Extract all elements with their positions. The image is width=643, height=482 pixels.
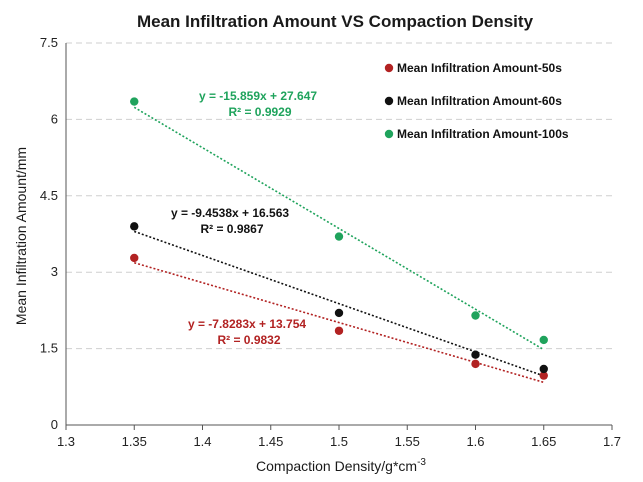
- legend-label-series-3: Mean Infiltration Amount-100s: [397, 127, 569, 141]
- y-tick-label: 4.5: [40, 188, 58, 203]
- data-point-series-1: [471, 359, 480, 369]
- x-tick-label: 1.7: [603, 434, 621, 449]
- data-point-series-1: [539, 371, 548, 380]
- data-point-series-3: [130, 97, 139, 106]
- y-tick-label: 1.5: [40, 341, 58, 356]
- data-point-series-3: [539, 335, 548, 345]
- data-point-series-2: [539, 364, 548, 374]
- trendlines: [133, 106, 545, 384]
- y-tick-label: 3: [51, 264, 58, 279]
- trendline-series-1: [134, 261, 544, 384]
- y-tick-label: 0: [51, 417, 58, 432]
- y-axis-label: Mean Infiltration Amount/mm: [13, 147, 29, 325]
- data-point-series-2: [334, 308, 344, 318]
- trend-r2-series-1: R² = 0.9832: [217, 333, 280, 347]
- x-tick-label: 1.6: [466, 434, 484, 449]
- data-point-series-2: [130, 222, 139, 231]
- x-tick-label: 1.65: [531, 434, 556, 449]
- x-tick-label: 1.5: [330, 434, 348, 449]
- data-point-series-2: [471, 350, 480, 359]
- x-tick-label: 1.4: [193, 434, 211, 449]
- chart-title: Mean Infiltration Amount VS Compaction D…: [137, 12, 534, 31]
- x-axis-label-main: Compaction Density/g*cm: [256, 458, 417, 474]
- trend-equation-series-3: y = -15.859x + 27.647: [199, 89, 317, 103]
- x-tick-label: 1.35: [122, 434, 147, 449]
- y-tick-label: 7.5: [40, 35, 58, 50]
- x-axis-label-superscript: -3: [417, 457, 426, 468]
- legend-label-series-2: Mean Infiltration Amount-60s: [397, 94, 562, 108]
- trendline-series-2: [133, 230, 545, 377]
- trend-equation-series-2: y = -9.4538x + 16.563: [171, 206, 289, 220]
- data-point-series-3: [334, 232, 344, 241]
- legend-marker-series-3: [384, 129, 394, 139]
- trend-r2-series-3: R² = 0.9929: [228, 105, 291, 119]
- trend-equation-series-1: y = -7.8283x + 13.754: [188, 317, 306, 331]
- legend-marker-series-2: [384, 96, 394, 106]
- trend-r2-series-2: R² = 0.9867: [200, 222, 263, 236]
- legend: Mean Infiltration Amount-50s Mean Infiltr…: [384, 61, 569, 141]
- x-tick-label: 1.45: [258, 434, 283, 449]
- data-point-series-1: [130, 253, 139, 263]
- legend-label-series-1: Mean Infiltration Amount-50s: [397, 61, 562, 75]
- axes: 0 1.5 3 4.5 6 7.5 1.3 1.35 1.4 1.45 1.5 1.55 1.6 1.65…: [40, 35, 621, 449]
- trend-annotations: y = -7.8283x + 13.754 R² = 0.9832 y = -9.4…: [171, 89, 317, 347]
- data-point-series-1: [334, 326, 344, 335]
- x-tick-label: 1.55: [395, 434, 420, 449]
- data-points: [130, 97, 548, 380]
- y-tick-label: 6: [51, 111, 58, 126]
- grid-lines: [66, 42, 612, 350]
- data-point-series-3: [471, 311, 480, 320]
- legend-marker-series-1: [384, 63, 394, 73]
- trendline-series-3: [133, 106, 545, 351]
- x-tick-label: 1.3: [57, 434, 75, 449]
- x-axis-label: Compaction Density/g*cm-3: [256, 457, 426, 474]
